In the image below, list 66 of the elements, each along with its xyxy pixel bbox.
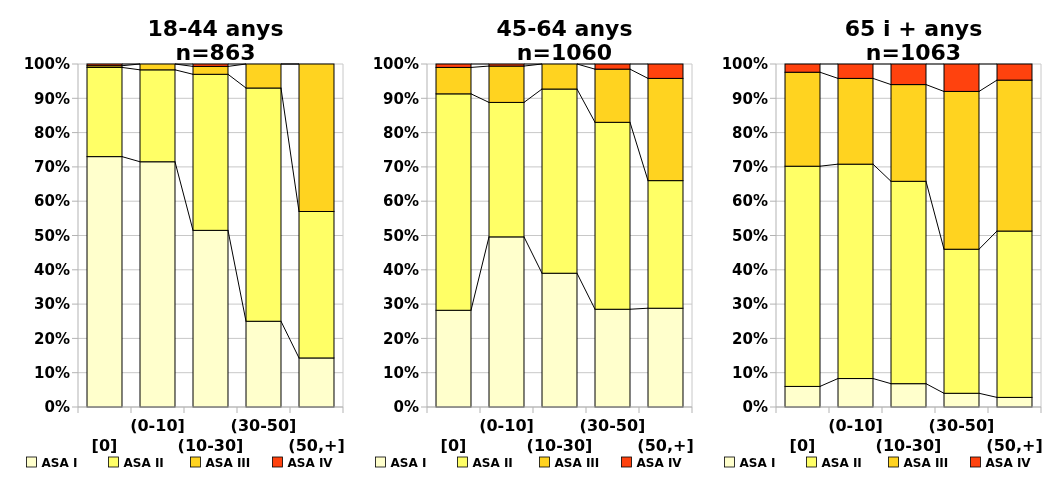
x-tick-label: (30-50] xyxy=(579,416,646,435)
y-tick-label: 0% xyxy=(742,398,768,417)
y-tick-label: 20% xyxy=(732,329,768,348)
y-tick-label: 40% xyxy=(383,261,419,280)
y-tick-label: 60% xyxy=(34,192,70,211)
x-tick-label: (10-30] xyxy=(875,436,942,455)
y-tick-label: 40% xyxy=(732,261,768,280)
x-tick-label: [0] xyxy=(440,436,467,455)
y-tick-label: 90% xyxy=(732,89,768,108)
legend-label: ASA I xyxy=(390,456,427,470)
chart-subtitle: n=1060 xyxy=(516,40,613,65)
y-tick-label: 10% xyxy=(383,363,419,382)
chart-title: 45-64 anys xyxy=(496,16,633,41)
x-tick-label: (30-50] xyxy=(928,416,995,435)
x-tick-label: (10-30] xyxy=(177,436,244,455)
y-tick-label: 30% xyxy=(383,295,419,314)
y-tick-label: 80% xyxy=(383,123,419,142)
legend-label: ASA II xyxy=(472,456,513,470)
legend-label: ASA I xyxy=(739,456,776,470)
y-tick-label: 50% xyxy=(732,226,768,245)
y-tick-label: 100% xyxy=(721,55,768,74)
legend-label: ASA III xyxy=(205,456,251,470)
x-tick-label: (50,+] xyxy=(288,436,345,455)
y-tick-label: 70% xyxy=(732,158,768,177)
y-tick-label: 60% xyxy=(383,192,419,211)
y-tick-label: 80% xyxy=(732,123,768,142)
x-tick-label: (50,+] xyxy=(637,436,694,455)
chart-title: 65 i + anys xyxy=(844,16,983,41)
legend-label: ASA IV xyxy=(636,456,683,470)
x-tick-label: (10-30] xyxy=(526,436,593,455)
x-tick-label: (0-10] xyxy=(130,416,185,435)
legend-label: ASA IV xyxy=(985,456,1032,470)
y-tick-label: 70% xyxy=(383,158,419,177)
y-tick-label: 0% xyxy=(393,398,419,417)
y-tick-label: 10% xyxy=(732,363,768,382)
y-tick-label: 30% xyxy=(34,295,70,314)
chart-subtitle: n=1063 xyxy=(865,40,962,65)
legend-label: ASA IV xyxy=(287,456,334,470)
y-tick-label: 100% xyxy=(23,55,70,74)
y-tick-label: 10% xyxy=(34,363,70,382)
y-tick-label: 20% xyxy=(34,329,70,348)
y-tick-label: 50% xyxy=(383,226,419,245)
chart-subtitle: n=863 xyxy=(175,40,256,65)
legend-label: ASA II xyxy=(123,456,164,470)
x-tick-label: [0] xyxy=(789,436,816,455)
y-tick-label: 100% xyxy=(372,55,419,74)
y-tick-label: 40% xyxy=(34,261,70,280)
y-tick-label: 30% xyxy=(732,295,768,314)
y-tick-label: 20% xyxy=(383,329,419,348)
y-tick-label: 90% xyxy=(383,89,419,108)
y-tick-label: 50% xyxy=(34,226,70,245)
legend-label: ASA II xyxy=(821,456,862,470)
x-tick-label: [0] xyxy=(91,436,118,455)
legend-label: ASA III xyxy=(903,456,949,470)
chart-title: 18-44 anys xyxy=(147,16,284,41)
y-tick-label: 70% xyxy=(34,158,70,177)
y-tick-label: 90% xyxy=(34,89,70,108)
legend-label: ASA III xyxy=(554,456,600,470)
x-tick-label: (30-50] xyxy=(230,416,297,435)
x-tick-label: (0-10] xyxy=(479,416,534,435)
x-tick-label: (0-10] xyxy=(828,416,883,435)
y-tick-label: 80% xyxy=(34,123,70,142)
x-tick-label: (50,+] xyxy=(986,436,1043,455)
legend-label: ASA I xyxy=(41,456,78,470)
y-tick-label: 0% xyxy=(44,398,70,417)
y-tick-label: 60% xyxy=(732,192,768,211)
